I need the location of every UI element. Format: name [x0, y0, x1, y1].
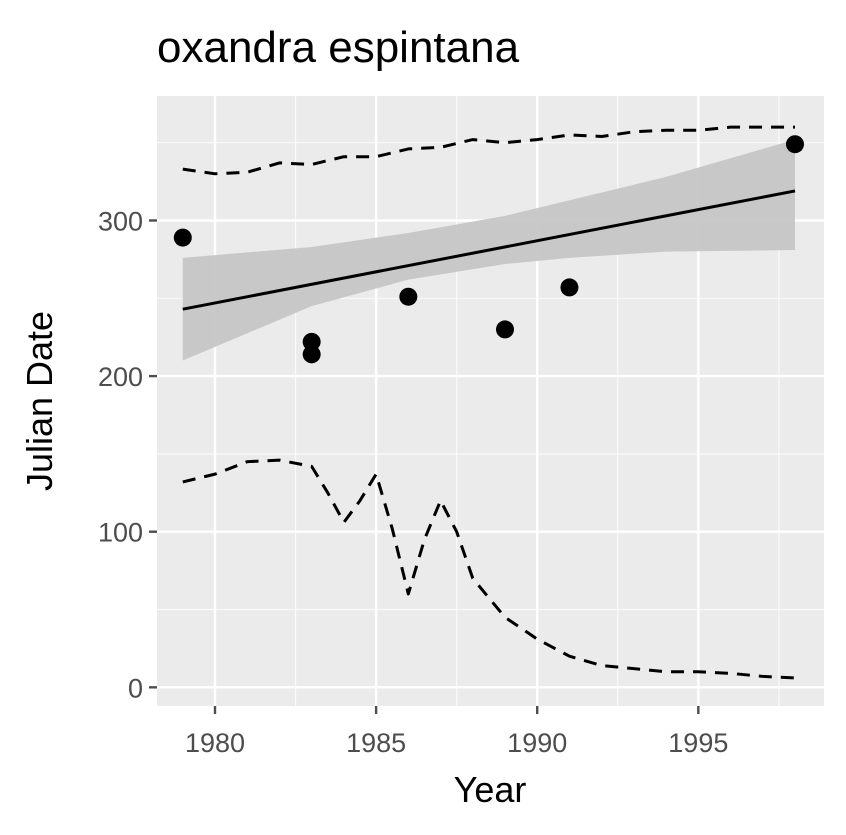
- dashed-quantile-line: [182, 458, 796, 680]
- chart-title: oxandra espintana: [157, 23, 520, 72]
- x-tick-label: 1985: [346, 728, 406, 758]
- lines-layer: [182, 125, 796, 680]
- data-point: [786, 135, 804, 154]
- dashed-quantile-line: [182, 125, 795, 176]
- y-tick-label: 200: [98, 362, 143, 392]
- data-point: [399, 287, 418, 306]
- y-axis-title: Julian Date: [19, 311, 60, 491]
- x-tick-label: 1990: [507, 728, 567, 758]
- y-tick-label: 300: [98, 206, 143, 236]
- axes: 1980 1985 1990 1995 0 100 200 300: [98, 206, 728, 758]
- data-point: [302, 332, 321, 351]
- x-axis-title: Year: [454, 769, 527, 810]
- x-tick-label: 1980: [185, 728, 245, 758]
- y-tick-label: 0: [128, 673, 143, 703]
- x-tick-label: 1995: [668, 728, 728, 758]
- y-tick-label: 100: [98, 518, 143, 548]
- data-point: [496, 320, 514, 339]
- points-layer: [173, 135, 804, 364]
- regression-line: [182, 189, 796, 311]
- data-point: [173, 228, 192, 247]
- data-point: [560, 278, 579, 297]
- data-point: [302, 345, 321, 364]
